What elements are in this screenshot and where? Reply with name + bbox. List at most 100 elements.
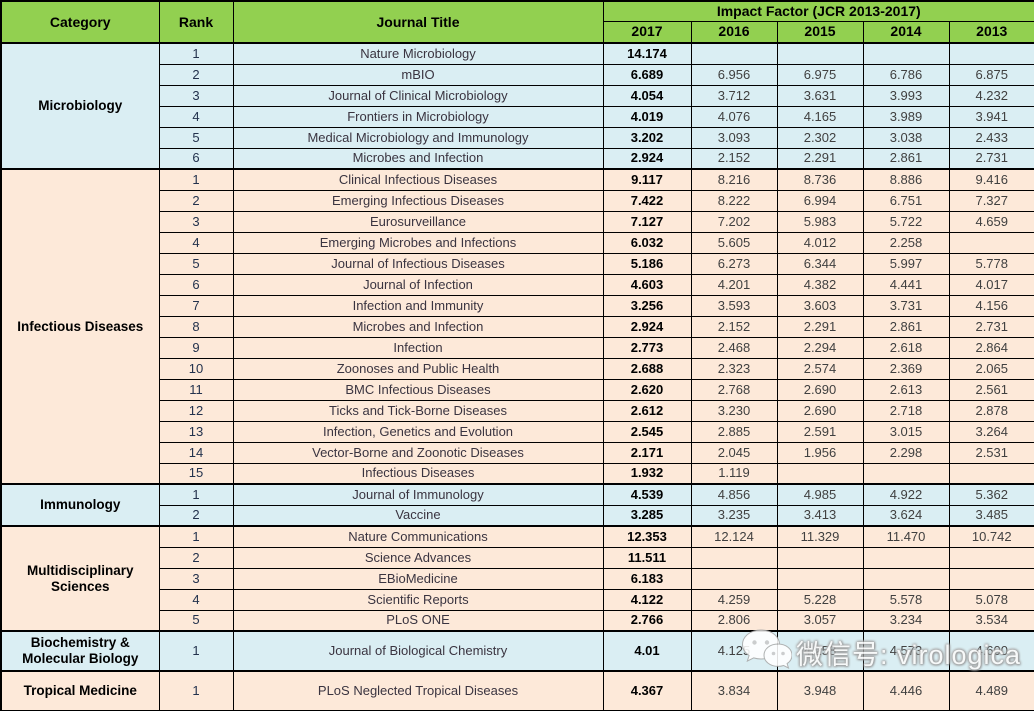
impact-factor-cell-2017: 11.511	[602, 546, 692, 569]
impact-factor-cell-2013: 2.731	[948, 315, 1034, 338]
impact-factor-cell-2017: 14.174	[602, 42, 692, 65]
impact-factor-cell-2013: 4.232	[948, 84, 1034, 107]
table-row: 13 Infection, Genetics and Evolution 2.545…	[1, 420, 1034, 443]
table-row: 2 Vaccine 3.285 3.235 3.413 3.624 3.485	[1, 504, 1034, 527]
journal-title-cell: Medical Microbiology and Immunology	[232, 126, 604, 149]
impact-factor-cell-2016: 6.273	[690, 252, 778, 275]
impact-factor-cell-2016: 4.259	[690, 588, 778, 611]
impact-factor-cell-2015: 3.631	[776, 84, 864, 107]
impact-factor-cell-2016: 3.834	[690, 670, 778, 711]
impact-factor-cell-2015	[776, 462, 864, 485]
table-row: 5 Journal of Infectious Diseases 5.186 6.27…	[1, 252, 1034, 275]
impact-factor-cell-2015: 2.294	[776, 336, 864, 359]
impact-factor-cell-2016: 5.605	[690, 231, 778, 254]
rank-cell: 5	[158, 126, 234, 149]
impact-factor-cell-2013: 4.156	[948, 294, 1034, 317]
category-cell: Multidisciplinary Sciences	[0, 525, 160, 632]
impact-factor-cell-2014: 3.038	[862, 126, 950, 149]
rank-cell: 1	[158, 630, 234, 672]
table-row: 12 Ticks and Tick-Borne Diseases 2.612 3.23…	[1, 399, 1034, 422]
impact-factor-cell-2014: 5.997	[862, 252, 950, 275]
impact-factor-cell-2016: 2.323	[690, 357, 778, 380]
impact-factor-cell-2016: 4.125	[690, 630, 778, 672]
rank-cell: 13	[158, 420, 234, 443]
impact-factor-cell-2016: 3.235	[690, 504, 778, 527]
table-row: 3 Eurosurveillance 7.127 7.202 5.983 5.722 4.6…	[1, 210, 1034, 233]
impact-factor-cell-2016: 12.124	[690, 525, 778, 548]
impact-factor-cell-2017: 2.688	[602, 357, 692, 380]
impact-factor-cell-2016	[690, 42, 778, 65]
impact-factor-cell-2013: 3.941	[948, 105, 1034, 128]
impact-factor-cell-2015: 2.690	[776, 399, 864, 422]
rank-cell: 10	[158, 357, 234, 380]
impact-factor-cell-2013: 2.561	[948, 378, 1034, 401]
rank-cell: 2	[158, 63, 234, 86]
impact-factor-cell-2013: 2.731	[948, 147, 1034, 170]
impact-factor-cell-2014: 3.624	[862, 504, 950, 527]
column-header-year-2014: 2014	[862, 20, 950, 44]
impact-factor-cell-2013: 2.864	[948, 336, 1034, 359]
impact-factor-cell-2017: 2.924	[602, 147, 692, 170]
impact-factor-cell-2017: 2.612	[602, 399, 692, 422]
impact-factor-cell-2015: 6.994	[776, 189, 864, 212]
impact-factor-cell-2017: 6.183	[602, 567, 692, 590]
impact-factor-cell-2014: 2.298	[862, 441, 950, 464]
impact-factor-cell-2015	[776, 42, 864, 65]
impact-factor-cell-2014: 11.470	[862, 525, 950, 548]
impact-factor-cell-2017: 3.285	[602, 504, 692, 527]
impact-factor-cell-2015: 2.291	[776, 315, 864, 338]
category-cell: Biochemistry & Molecular Biology	[0, 630, 160, 672]
journal-title-cell: Infection, Genetics and Evolution	[232, 420, 604, 443]
table-row: 6 Journal of Infection 4.603 4.201 4.382 4.44…	[1, 273, 1034, 296]
impact-factor-cell-2016: 2.806	[690, 609, 778, 632]
impact-factor-cell-2013: 6.875	[948, 63, 1034, 86]
journal-title-cell: Infection	[232, 336, 604, 359]
journal-title-cell: Clinical Infectious Diseases	[232, 168, 604, 191]
impact-factor-cell-2016	[690, 546, 778, 569]
table-row: 9 Infection 2.773 2.468 2.294 2.618 2.864	[1, 336, 1034, 359]
table-row: 5 Medical Microbiology and Immunology 3.20…	[1, 126, 1034, 149]
impact-factor-cell-2016: 2.885	[690, 420, 778, 443]
impact-factor-cell-2013: 7.327	[948, 189, 1034, 212]
impact-factor-cell-2014: 4.446	[862, 670, 950, 711]
rank-cell: 2	[158, 189, 234, 212]
impact-factor-cell-2014: 2.861	[862, 315, 950, 338]
journal-title-cell: Journal of Immunology	[232, 483, 604, 506]
rank-cell: 3	[158, 84, 234, 107]
impact-factor-cell-2014	[862, 462, 950, 485]
impact-factor-cell-2013: 2.433	[948, 126, 1034, 149]
journal-title-cell: Nature Microbiology	[232, 42, 604, 65]
impact-factor-cell-2013	[948, 567, 1034, 590]
table-row: Multidisciplinary Sciences 1 Nature Commun…	[0, 525, 1034, 632]
impact-factor-cell-2014: 5.578	[862, 588, 950, 611]
impact-factor-cell-2014: 2.861	[862, 147, 950, 170]
table-row: 4 Frontiers in Microbiology 4.019 4.076 4.16…	[1, 105, 1034, 128]
impact-factor-cell-2014	[862, 546, 950, 569]
impact-factor-cell-2013: 2.531	[948, 441, 1034, 464]
journal-title-cell: Vector-Borne and Zoonotic Diseases	[232, 441, 604, 464]
impact-factor-cell-2017: 2.766	[602, 609, 692, 632]
rank-cell: 1	[158, 483, 234, 506]
journal-title-cell: Eurosurveillance	[232, 210, 604, 233]
impact-factor-cell-2015: 2.690	[776, 378, 864, 401]
table-row: 4 Scientific Reports 4.122 4.259 5.228 5.578 5…	[1, 588, 1034, 611]
impact-factor-cell-2014: 6.751	[862, 189, 950, 212]
journal-title-cell: PLoS ONE	[232, 609, 604, 632]
impact-factor-cell-2013: 5.778	[948, 252, 1034, 275]
rank-cell: 4	[158, 588, 234, 611]
table-row: Tropical Medicine 1 PLoS Neglected Tropica…	[0, 670, 1034, 711]
impact-factor-cell-2013: 10.742	[948, 525, 1034, 548]
impact-factor-cell-2016: 4.076	[690, 105, 778, 128]
impact-factor-cell-2015: 11.329	[776, 525, 864, 548]
category-cell: Microbiology	[0, 42, 160, 170]
impact-factor-cell-2013: 4.017	[948, 273, 1034, 296]
impact-factor-cell-2016: 3.230	[690, 399, 778, 422]
column-header-rank: Rank	[158, 0, 234, 44]
rank-cell: 1	[158, 670, 234, 711]
impact-factor-cell-2015: 2.574	[776, 357, 864, 380]
impact-factor-cell-2014: 2.718	[862, 399, 950, 422]
journal-title-cell: Emerging Microbes and Infections	[232, 231, 604, 254]
rank-cell: 8	[158, 315, 234, 338]
